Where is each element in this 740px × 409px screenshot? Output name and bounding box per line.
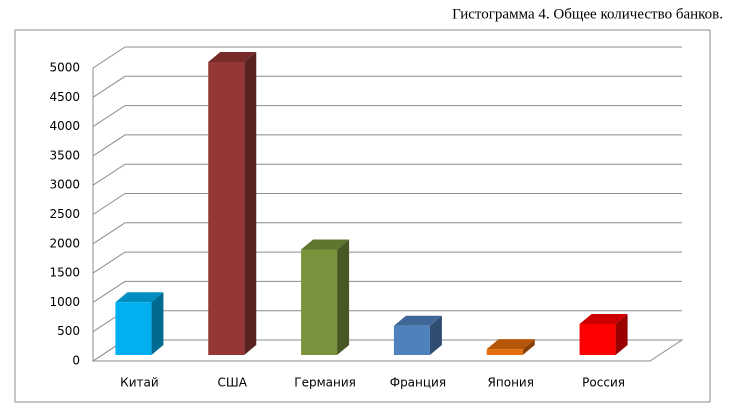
- y-tick-label: 500: [57, 324, 80, 338]
- grid-line: [92, 134, 682, 157]
- x-tick-label: Франция: [390, 376, 446, 390]
- bar-side: [244, 52, 257, 355]
- y-tick-label: 1000: [49, 295, 80, 309]
- bar-side: [429, 315, 442, 355]
- bar-top: [115, 292, 164, 303]
- y-tick-label: 4000: [49, 119, 80, 133]
- bar-side: [337, 239, 350, 355]
- bar-top: [208, 52, 257, 62]
- y-tick-label: 4500: [49, 90, 80, 104]
- grid-line: [92, 193, 682, 215]
- bar: [208, 62, 245, 355]
- bar-side: [522, 339, 535, 355]
- x-tick-label: Китай: [120, 376, 158, 390]
- grid-line: [92, 105, 682, 128]
- x-tick-label: Германия: [294, 376, 356, 390]
- bar-side: [615, 313, 628, 355]
- x-tick-label: Россия: [582, 376, 625, 390]
- grid-line: [92, 251, 682, 274]
- bar: [579, 323, 616, 355]
- x-tick-label: США: [218, 376, 248, 390]
- bar: [115, 302, 152, 355]
- bar: [393, 325, 430, 355]
- grid-line: [92, 163, 682, 186]
- bar-top: [393, 315, 442, 326]
- y-tick-label: 3000: [49, 178, 80, 192]
- x-tick-label: Япония: [488, 376, 534, 390]
- bar: [486, 349, 523, 355]
- bar: [301, 249, 338, 355]
- y-tick-label: 3500: [49, 148, 80, 162]
- y-tick-label: 2000: [49, 236, 80, 250]
- chart-title: Гистограмма 4. Общее количество банков.: [452, 6, 723, 22]
- grid-line: [92, 75, 682, 98]
- bar-side: [151, 292, 164, 355]
- y-tick-label: 5000: [49, 61, 80, 75]
- y-tick-label: 1500: [49, 266, 80, 280]
- grid-line: [92, 280, 682, 303]
- y-tick-label: 2500: [49, 207, 80, 221]
- grid-line: [92, 46, 682, 69]
- bar-top: [301, 239, 350, 250]
- bar-top: [579, 313, 628, 324]
- chart-frame: [14, 29, 711, 403]
- bar-top: [486, 339, 535, 350]
- y-tick-label: 0: [72, 354, 80, 368]
- grid-line: [92, 222, 682, 245]
